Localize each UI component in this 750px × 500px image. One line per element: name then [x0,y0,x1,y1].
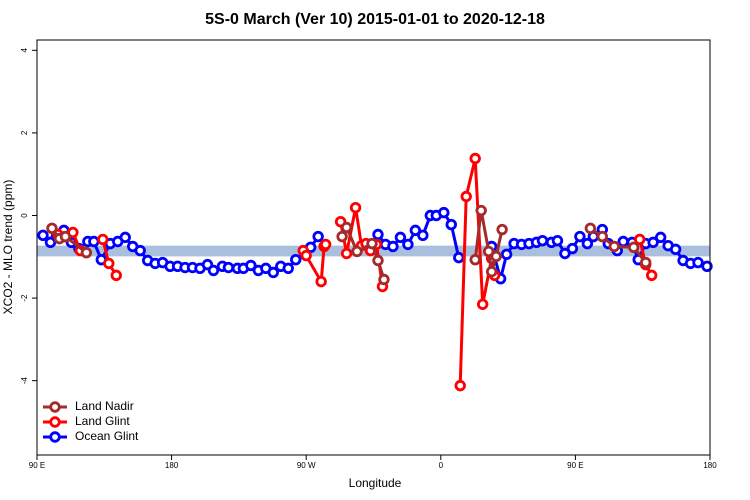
data-point [319,238,332,251]
x-tick-label: 90 W [297,461,316,470]
legend-marker [49,431,61,443]
data-point [282,262,294,275]
x-tick-label: 90 E [567,461,583,470]
x-tick-label: 0 [439,461,444,470]
data-point [351,245,363,258]
data-point [469,253,481,266]
data-point [372,228,384,241]
data-point [378,273,390,286]
data-point [134,244,146,257]
data-point [349,201,362,214]
data-point [245,259,257,272]
legend-marker [49,401,61,413]
y-tick-label: 4 [20,48,29,53]
data-point [628,241,640,253]
data-point [97,233,109,246]
chart-title: 5S-0 March (Ver 10) 2015-01-01 to 2020-1… [205,11,545,28]
data-point [438,206,450,219]
data-point [596,230,609,243]
data-point [566,242,579,255]
data-point [453,251,465,264]
data-point [496,223,508,236]
data-point [647,236,659,249]
data-point [445,218,457,231]
data-point [103,257,115,270]
data-point [574,230,586,243]
y-tick-label: 2 [20,130,29,135]
data-point [551,234,564,247]
data-point [59,230,72,243]
data-point [366,237,378,250]
data-point [634,233,646,246]
data-point [336,230,348,243]
data-point [559,247,571,260]
data-point [617,235,629,248]
data-point [490,250,502,263]
data-point [669,243,682,256]
y-tick-label: 0 [20,213,29,218]
data-point [267,266,279,279]
data-point [475,204,487,217]
data-point [654,231,667,244]
data-point [701,260,713,272]
data-point [394,231,407,244]
data-point [469,152,481,165]
data-point [409,224,422,237]
data-point [482,245,495,258]
legend-label: Land Glint [75,414,130,428]
data-point [387,240,399,253]
data-point [207,264,220,277]
legend-label: Land Nadir [75,399,134,413]
data-point [417,229,429,242]
data-point [460,190,472,203]
data-point [402,238,414,251]
data-point [300,249,312,262]
data-point [536,234,549,247]
data-point [110,269,122,282]
data-point [80,246,93,259]
data-point [340,221,353,234]
y-tick-label: -2 [20,294,29,302]
data-point [372,254,384,267]
data-point [290,253,302,266]
data-point [639,256,652,269]
data-point [476,298,489,310]
data-point [46,222,58,234]
legend-marker [49,416,61,428]
data-point [340,247,353,260]
y-axis-label: XCO2 - MLO trend (ppm) [1,180,15,315]
data-point [454,379,466,392]
data-point [119,231,131,244]
series-line [57,157,654,386]
x-tick-label: 180 [165,461,179,470]
data-point [500,248,513,261]
legend-label: Ocean Glint [75,429,139,443]
data-point [312,230,324,243]
x-axis-label: Longitude [349,476,402,490]
data-point [581,237,594,250]
data-point [485,265,498,278]
x-tick-label: 90 E [29,461,45,470]
data-point [645,269,658,282]
plot-frame [36,39,711,456]
data-point [608,240,620,253]
data-point [88,235,100,248]
data-point [692,256,704,269]
data-point [222,261,235,274]
data-point [37,229,49,242]
data-point [315,275,327,288]
x-tick-label: 180 [703,461,717,470]
data-point [584,222,597,234]
y-tick-label: -4 [20,377,29,385]
